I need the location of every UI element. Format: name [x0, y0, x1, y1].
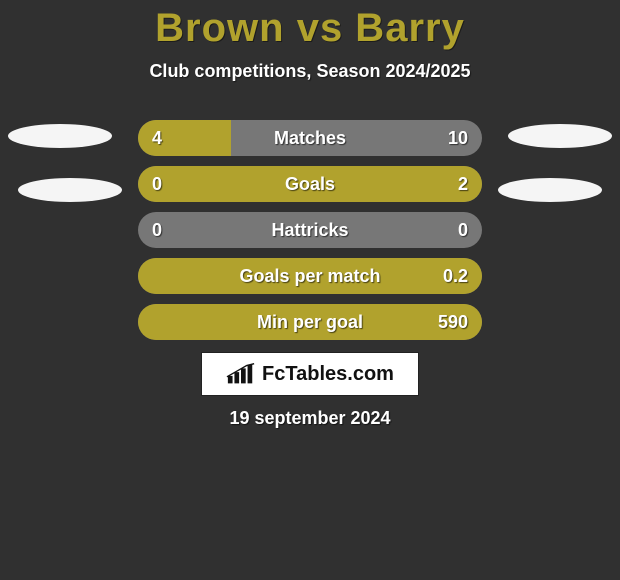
- stat-row-goals: 0 Goals 2: [138, 166, 482, 202]
- comparison-infographic: Brown vs Barry Club competitions, Season…: [0, 0, 620, 580]
- stat-row-matches: 4 Matches 10: [138, 120, 482, 156]
- page-title: Brown vs Barry: [0, 0, 620, 51]
- stat-label: Min per goal: [138, 304, 482, 340]
- date-label: 19 september 2024: [0, 408, 620, 429]
- stat-value-right: 2: [458, 166, 468, 202]
- stat-row-hattricks: 0 Hattricks 0: [138, 212, 482, 248]
- stat-row-goals-per-match: Goals per match 0.2: [138, 258, 482, 294]
- team-logo-right: [498, 178, 602, 202]
- bar-chart-icon: [226, 362, 256, 386]
- brand-text: FcTables.com: [262, 363, 394, 386]
- page-subtitle: Club competitions, Season 2024/2025: [0, 61, 620, 82]
- brand-badge: FcTables.com: [201, 352, 419, 396]
- team-logo-left: [18, 178, 122, 202]
- stat-label: Matches: [138, 120, 482, 156]
- stat-value-right: 590: [438, 304, 468, 340]
- player-photo-right: [508, 124, 612, 148]
- stat-rows: 4 Matches 10 0 Goals 2 0 Hattricks 0 Goa…: [138, 120, 482, 350]
- stat-value-right: 10: [448, 120, 468, 156]
- stat-label: Hattricks: [138, 212, 482, 248]
- stat-label: Goals per match: [138, 258, 482, 294]
- stat-label: Goals: [138, 166, 482, 202]
- stat-row-min-per-goal: Min per goal 590: [138, 304, 482, 340]
- stat-value-right: 0.2: [443, 258, 468, 294]
- player-photo-left: [8, 124, 112, 148]
- stat-value-right: 0: [458, 212, 468, 248]
